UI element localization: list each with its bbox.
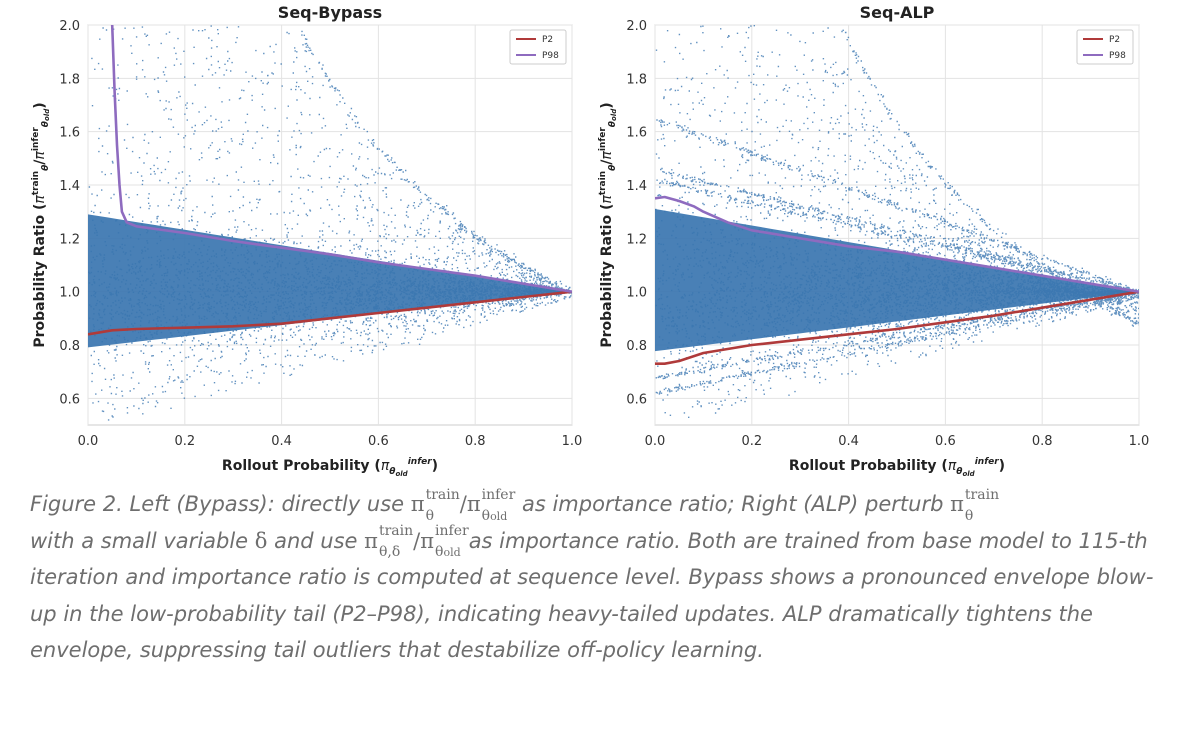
sub-theta-delta: θ,δ [378,544,401,560]
slash: / [459,492,467,516]
y-tick-label: 1.6 [626,126,647,141]
sup-infer: infer [481,486,516,503]
legend: P2 P98 [1076,29,1134,65]
x-tick-label: 0.6 [368,434,389,449]
sup-train: train [378,523,414,539]
x-tick-label: 0.0 [78,434,99,449]
percentile-lines [655,195,1139,366]
scatter-points [655,25,1139,418]
x-tick-label: 0.4 [838,434,859,449]
y-tick-label: 1.2 [626,232,647,247]
legend-p98-label: P98 [542,51,559,61]
sub-theta: θ [964,507,974,524]
x-tick-label: 0.4 [271,434,292,449]
sup-train: train [425,486,460,503]
sup-sub: train θ,δ [378,524,413,560]
percentile-lines [88,25,572,336]
sup-train: train [964,486,1000,503]
sup-sub: infer θold [435,524,469,559]
y-tick-label: 1.8 [59,72,80,87]
bypass-ratio-formula: π train θ/π infer θold [410,488,516,523]
caption-line2c: as importance ratio. Both are trained fr… [30,528,1154,663]
sup-sub: train θ [425,488,460,524]
sup-sub: infer θold [482,488,516,523]
y-tick-label: 0.8 [59,339,80,354]
y-tick-label: 0.6 [626,392,647,407]
figure: 0.0 0.2 0.4 0.6 0.8 1.0 0.6 0.8 1.0 1.2 1.4 1.6 1.8 2… [31,3,1149,478]
pi-symbol: π [950,492,964,516]
alp-ratio-formula: π train θ,δ/π infer θold [364,524,469,560]
y-tick-label: 0.8 [626,339,647,354]
old: old [490,509,508,523]
pi-symbol: π [364,528,378,553]
sup-sub: train θ [964,488,999,524]
sub-theta-old: θold [482,509,516,523]
slash: / [413,528,421,553]
theta: θ [481,507,491,524]
y-tick-label: 1.4 [626,179,647,194]
series-line-p98 [110,25,572,293]
legend: P2 P98 [509,29,567,65]
bypass-panel: 0.0 0.2 0.4 0.6 0.8 1.0 0.6 0.8 1.0 1.2 1.4 1.6 1.8 2… [31,3,582,478]
x-tick-label: 0.0 [645,434,666,449]
delta-symbol: δ [254,528,268,553]
pi-symbol: π [420,528,435,553]
plot-background [87,24,573,426]
pi-symbol: π [410,492,425,516]
theta: θ [435,544,444,560]
sub-theta: θ [425,507,434,524]
x-tick-label: 0.2 [174,434,195,449]
sub-theta-old: θold [435,545,469,559]
tick-labels: 0.0 0.2 0.4 0.6 0.8 1.0 0.6 0.8 1.0 1.2 1.4 1.6 1.8 2… [59,19,582,449]
pi-symbol: π [466,492,481,516]
legend-p2-label: P2 [542,35,553,45]
x-tick-label: 0.8 [1032,434,1053,449]
y-tick-label: 2.0 [626,19,647,34]
caption-mid1: as importance ratio; Right (ALP) perturb [515,492,951,516]
y-tick-label: 0.6 [59,392,80,407]
series-line-p2 [88,290,572,336]
x-axis-label: Rollout Probability (πθoldinfer) [222,457,438,478]
sup-infer: infer [435,523,469,539]
x-tick-label: 1.0 [1129,434,1150,449]
series-line-p2 [655,290,1139,366]
y-tick-label: 1.8 [626,72,647,87]
caption-line2a: with a small variable [30,528,255,553]
x-tick-label: 0.6 [935,434,956,449]
tick-labels: 0.0 0.2 0.4 0.6 0.8 1.0 0.6 0.8 1.0 1.2 1.4 1.6 1.8 2… [626,19,1149,449]
y-axis-label: Probability Ratio (πtrainθ/πinferθold) [31,102,51,347]
x-axis-label: Rollout Probability (πθoldinfer) [789,457,1005,478]
y-axis-label: Probability Ratio (πtrainθ/πinferθold) [598,102,618,347]
chart-title: Seq-Bypass [278,3,382,22]
chart-title: Seq-ALP [860,3,935,22]
x-tick-label: 1.0 [562,434,583,449]
legend-p98-label: P98 [1109,51,1126,61]
series-line-p98 [655,195,1139,293]
y-tick-label: 1.6 [59,126,80,141]
y-tick-label: 2.0 [59,19,80,34]
y-tick-label: 1.4 [59,179,80,194]
y-tick-label: 1.0 [626,286,647,301]
caption-line2b: and use [267,528,365,553]
caption-prefix: Figure 2. Left (Bypass): directly use [30,492,411,516]
x-tick-label: 0.2 [741,434,762,449]
x-tick-label: 0.8 [465,434,486,449]
scatter-points [88,25,572,421]
dense-scatter-band [655,209,1139,352]
alp-pi-train: π train θ [950,488,999,523]
y-tick-label: 1.2 [59,232,80,247]
y-tick-label: 1.0 [59,286,80,301]
old: old [443,546,461,559]
legend-p2-label: P2 [1109,35,1120,45]
alp-panel: 0.0 0.2 0.4 0.6 0.8 1.0 0.6 0.8 1.0 1.2 1.4 1.6 1.8 2… [598,3,1149,478]
